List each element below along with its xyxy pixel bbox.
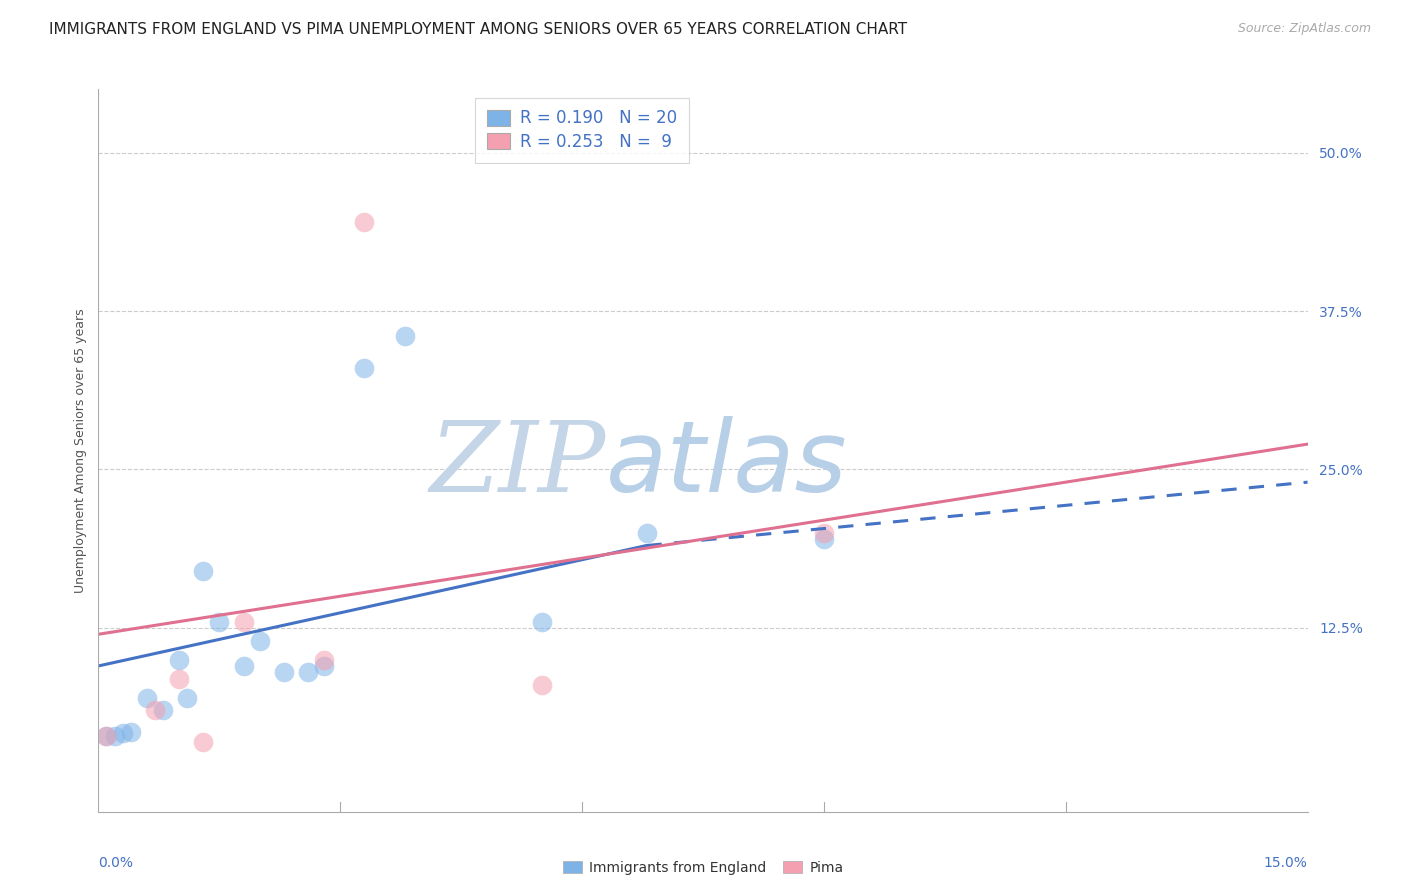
Point (297, 665, 319, 680)
Point (314, 652, 336, 666)
Point (530, 678, 553, 692)
Text: 0.0%: 0.0% (98, 856, 134, 870)
Point (111, 726, 134, 740)
Point (103, 729, 125, 743)
Text: Source: ZipAtlas.com: Source: ZipAtlas.com (1237, 22, 1371, 36)
Point (636, 525, 658, 540)
Point (273, 665, 295, 680)
Point (193, 564, 215, 578)
Text: ZIP: ZIP (430, 417, 606, 513)
Point (249, 633, 271, 648)
Point (152, 703, 174, 717)
Point (135, 690, 157, 705)
Point (193, 735, 215, 749)
Legend: Immigrants from England, Pima: Immigrants from England, Pima (557, 855, 849, 880)
Legend: R = 0.190   N = 20, R = 0.253   N =  9: R = 0.190 N = 20, R = 0.253 N = 9 (475, 97, 689, 162)
Point (232, 615, 254, 629)
Text: atlas: atlas (606, 417, 848, 514)
Point (232, 659, 254, 673)
Point (813, 532, 835, 546)
Point (353, 361, 375, 376)
Point (176, 690, 198, 705)
Point (394, 329, 416, 343)
Point (208, 615, 231, 629)
Y-axis label: Unemployment Among Seniors over 65 years: Unemployment Among Seniors over 65 years (75, 308, 87, 593)
Point (143, 703, 166, 717)
Point (167, 652, 190, 666)
Point (167, 672, 190, 686)
Text: 15.0%: 15.0% (1264, 856, 1308, 870)
Text: IMMIGRANTS FROM ENGLAND VS PIMA UNEMPLOYMENT AMONG SENIORS OVER 65 YEARS CORRELA: IMMIGRANTS FROM ENGLAND VS PIMA UNEMPLOY… (49, 22, 907, 37)
Point (120, 724, 142, 739)
Point (353, 215, 375, 229)
Point (96, 729, 118, 743)
Point (96, 729, 118, 743)
Point (813, 525, 835, 540)
Point (314, 659, 336, 673)
Point (530, 615, 553, 629)
